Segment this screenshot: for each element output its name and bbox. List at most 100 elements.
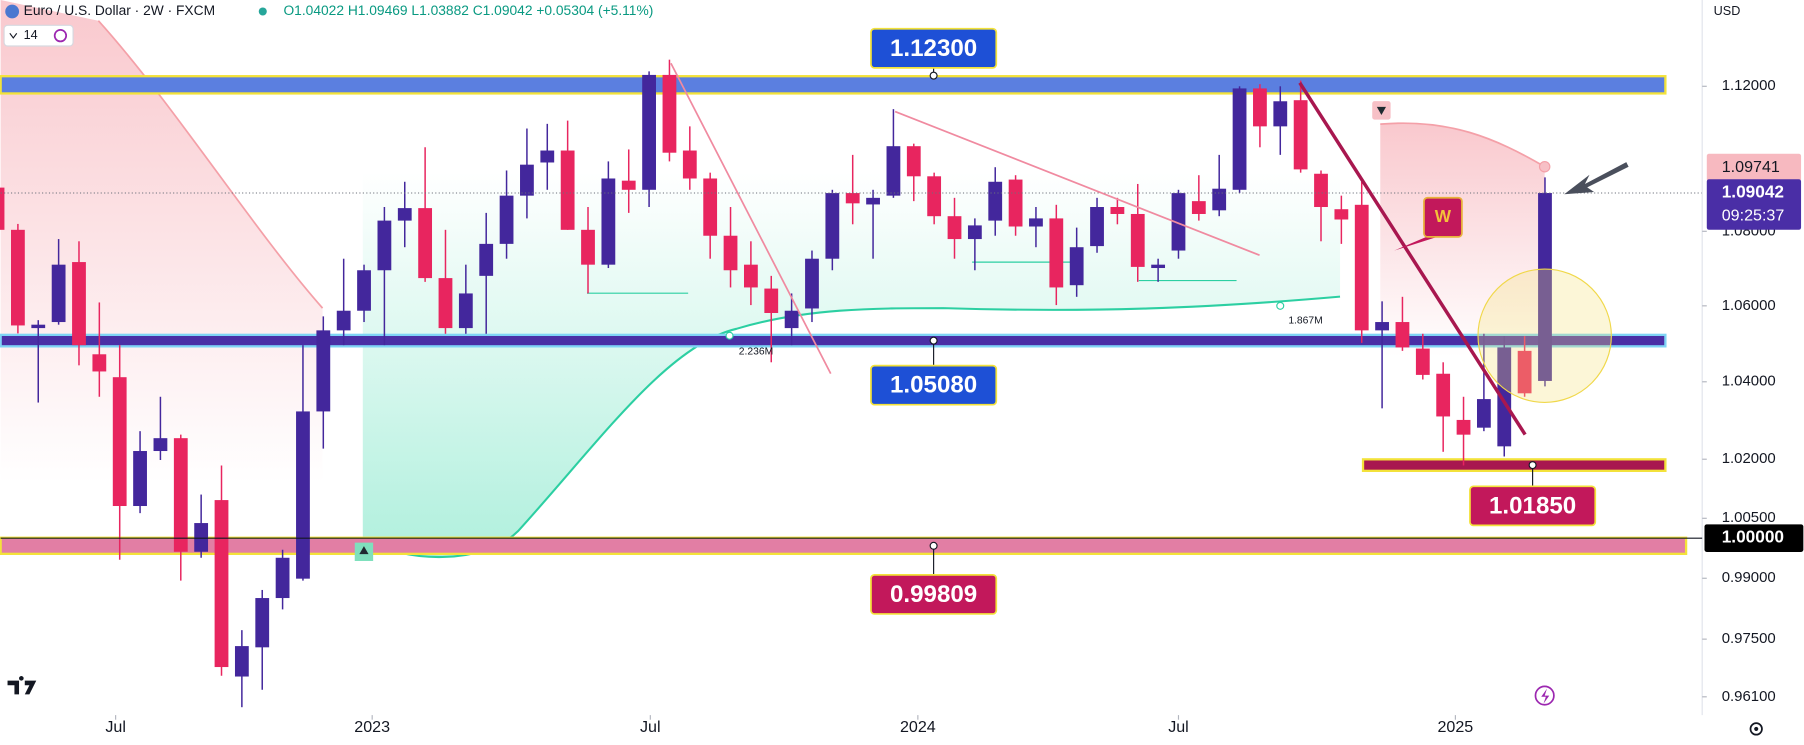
y-tick-label: 0.96100 bbox=[1722, 688, 1776, 705]
indicator-badge[interactable] bbox=[3, 24, 74, 47]
indicator-dot bbox=[725, 331, 734, 340]
level-band bbox=[1361, 458, 1667, 472]
market-status bbox=[258, 7, 267, 16]
candle-body bbox=[1354, 204, 1369, 331]
candle-body bbox=[458, 293, 473, 329]
candle-body bbox=[1171, 193, 1186, 251]
candle-body bbox=[1232, 88, 1247, 190]
candle-body bbox=[255, 598, 270, 648]
candle-body bbox=[1497, 347, 1512, 447]
indicator-refresh[interactable] bbox=[53, 29, 68, 43]
indicator-fill bbox=[362, 172, 1341, 558]
candle-body bbox=[275, 557, 290, 599]
y-tick-label: 0.99000 bbox=[1722, 569, 1776, 586]
x-tick-label: 2024 bbox=[900, 718, 936, 736]
candle-body bbox=[194, 523, 209, 552]
trend-line bbox=[894, 110, 1260, 257]
candle-body bbox=[153, 438, 168, 452]
tv-logo bbox=[7, 676, 37, 695]
indicator-line bbox=[97, 20, 324, 309]
candle-body bbox=[438, 278, 453, 329]
candle-body bbox=[1334, 209, 1349, 220]
candle-body bbox=[581, 229, 595, 265]
level-anchor bbox=[1528, 461, 1537, 470]
trend-line bbox=[670, 62, 832, 375]
crosshair-label: 1.00000 bbox=[1722, 527, 1784, 547]
indicator-line bbox=[1380, 122, 1546, 168]
indicator-toggle bbox=[9, 32, 18, 39]
y-tick-label: 0.97500 bbox=[1722, 630, 1776, 647]
candle-body bbox=[72, 262, 86, 346]
settings-icon[interactable] bbox=[1754, 726, 1759, 731]
candle-body bbox=[1151, 264, 1166, 269]
candle-body bbox=[642, 74, 656, 190]
level-band bbox=[0, 75, 1667, 95]
candle-body bbox=[1273, 101, 1288, 127]
level-label-box bbox=[870, 364, 998, 406]
x-tick-label: Jul bbox=[105, 718, 126, 736]
callout-box bbox=[1423, 196, 1463, 238]
candle-body bbox=[906, 146, 921, 177]
candle-body bbox=[418, 208, 433, 279]
indicator-dot bbox=[1538, 160, 1551, 173]
candle-body bbox=[601, 178, 616, 265]
candle-body bbox=[1293, 100, 1308, 170]
signal-down-glyph bbox=[1376, 106, 1387, 115]
indicator-value: 14 bbox=[24, 28, 38, 42]
level-label-box bbox=[1469, 485, 1597, 527]
candle-body bbox=[703, 178, 718, 236]
level-anchor bbox=[929, 71, 938, 80]
plot-area bbox=[0, 59, 1703, 708]
candle-body bbox=[173, 438, 188, 552]
signal-up-glyph bbox=[359, 546, 369, 555]
y-tick-label: 1.06000 bbox=[1722, 297, 1776, 314]
last-price-box bbox=[1706, 179, 1802, 230]
callout-text: W bbox=[1435, 206, 1452, 226]
y-tick-label: 1.04000 bbox=[1722, 373, 1776, 390]
candle-body bbox=[723, 235, 738, 271]
level-label: 1.12300 bbox=[890, 35, 977, 62]
indicator-fill bbox=[0, 0, 323, 483]
highlight-circle bbox=[1477, 268, 1612, 403]
candle-body bbox=[560, 150, 575, 230]
candle-body bbox=[520, 164, 534, 196]
candle-body bbox=[743, 264, 758, 288]
candle-body bbox=[1395, 322, 1410, 348]
candle-body bbox=[1456, 419, 1471, 435]
currency-label: USD bbox=[1714, 4, 1741, 18]
settings-icon bbox=[1749, 722, 1763, 736]
candle-body bbox=[133, 451, 147, 507]
x-tick-label: Jul bbox=[640, 718, 661, 736]
candle-body bbox=[866, 197, 880, 205]
candle-body bbox=[784, 310, 799, 329]
pointer-arrow bbox=[1564, 162, 1629, 195]
level-label: 1.05080 bbox=[890, 372, 977, 399]
candle-body bbox=[1375, 322, 1389, 331]
indicator-price: 1.09741 bbox=[1722, 158, 1780, 176]
candle-body bbox=[397, 208, 412, 221]
volume-label: 1.867M bbox=[1288, 315, 1322, 326]
candle-body bbox=[1130, 213, 1145, 267]
level-label-box bbox=[870, 573, 998, 615]
candle-body bbox=[1415, 348, 1430, 375]
candle-body bbox=[1212, 188, 1227, 211]
candle-body bbox=[214, 500, 229, 668]
level-anchor bbox=[929, 541, 938, 550]
trend-line bbox=[1298, 81, 1527, 436]
y-tick-label: 1.02000 bbox=[1722, 450, 1776, 467]
candle-body bbox=[1069, 247, 1084, 286]
level-anchor bbox=[929, 336, 938, 345]
level-band bbox=[0, 536, 1688, 556]
y-tick-label: 1.00500 bbox=[1722, 509, 1776, 526]
candle-body bbox=[92, 354, 107, 372]
candle-body bbox=[1191, 201, 1206, 214]
logo-mark bbox=[1541, 688, 1550, 704]
indicator-dot bbox=[1276, 301, 1285, 310]
chart-title: Euro / U.S. Dollar · 2W · FXCM bbox=[24, 3, 215, 18]
y-tick-label: 1.12000 bbox=[1722, 77, 1776, 94]
candle-body bbox=[1538, 193, 1552, 381]
ohlc-header: O1.04022 H1.09469 L1.03882 C1.09042 +0.0… bbox=[283, 3, 653, 18]
